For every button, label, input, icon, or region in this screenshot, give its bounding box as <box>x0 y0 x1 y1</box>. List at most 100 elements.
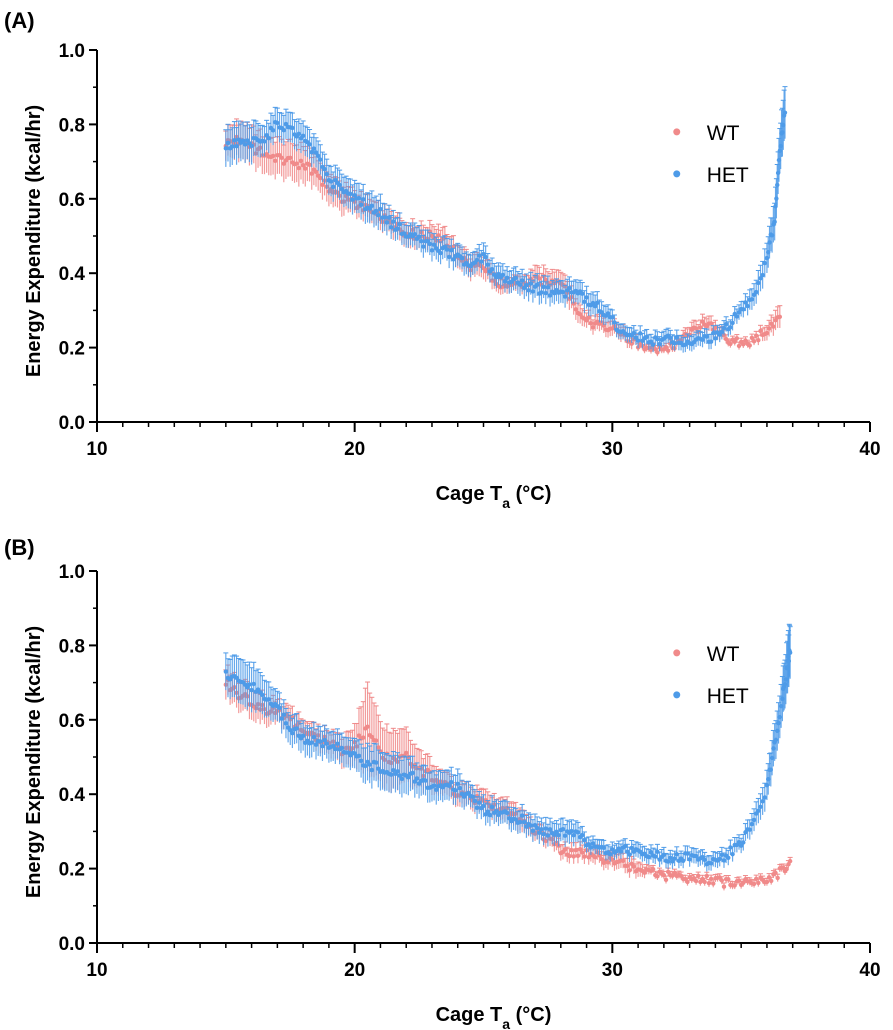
data-point <box>580 832 585 838</box>
data-point <box>738 843 744 848</box>
legend-label-het: HET <box>707 685 749 708</box>
data-point <box>309 149 314 155</box>
data-point <box>687 857 692 862</box>
data-point <box>607 852 613 857</box>
chart-panel-b: (B) 0.0 0.2 0.4 0.6 0.8 1.0 10 20 30 40 Cage Ta (°C… <box>4 535 881 1030</box>
series-het <box>223 623 793 872</box>
data-point <box>571 833 576 838</box>
data-point <box>560 826 566 832</box>
data-point <box>524 282 529 288</box>
data-point <box>318 157 323 162</box>
data-point <box>537 276 542 281</box>
data-point <box>646 854 652 860</box>
legend-label-wt: WT <box>707 643 740 666</box>
legend-marker-het <box>673 170 681 178</box>
data-point <box>322 166 327 172</box>
y-tick-label: 0.6 <box>59 711 85 732</box>
data-point <box>401 231 407 236</box>
data-point <box>592 303 598 309</box>
data-point <box>629 845 634 851</box>
data-point <box>526 288 531 293</box>
x-tick-label: 40 <box>859 960 880 981</box>
data-point <box>657 341 662 347</box>
data-point <box>569 828 574 834</box>
data-point <box>547 827 553 832</box>
x-tick-label: 10 <box>86 439 107 460</box>
data-point <box>296 131 302 137</box>
data-point <box>590 841 596 846</box>
data-point <box>580 850 585 855</box>
data-point <box>655 336 660 342</box>
data-point <box>772 219 777 225</box>
data-point <box>571 301 576 306</box>
data-point <box>479 259 484 264</box>
data-point <box>728 325 733 330</box>
data-point <box>500 272 506 278</box>
data-point <box>592 854 598 860</box>
data-point <box>601 845 606 851</box>
series-het <box>223 86 788 353</box>
data-point <box>530 289 536 294</box>
data-point <box>668 335 673 340</box>
data-point <box>711 881 716 886</box>
data-point <box>391 219 396 224</box>
x-axis-title: Cage Ta (°C) <box>436 483 552 511</box>
data-point <box>745 303 750 309</box>
data-point <box>693 326 699 331</box>
legend-label-het: HET <box>707 164 749 187</box>
data-point <box>494 808 499 814</box>
data-point <box>298 158 304 164</box>
data-point <box>562 847 568 852</box>
data-point <box>728 845 733 850</box>
data-point <box>367 762 372 767</box>
data-point <box>588 321 594 326</box>
data-point <box>605 311 611 316</box>
data-point <box>623 843 628 849</box>
data-point <box>260 692 265 698</box>
data-point <box>741 840 746 845</box>
data-point <box>736 343 742 349</box>
data-point <box>275 120 280 126</box>
data-point <box>650 866 656 872</box>
data-point <box>273 158 278 164</box>
data-point <box>388 772 394 777</box>
data-point <box>577 312 583 317</box>
y-tick-label: 1.0 <box>59 41 85 62</box>
data-point <box>266 697 271 702</box>
data-point <box>449 779 454 785</box>
data-point <box>719 852 725 858</box>
data-point <box>601 323 606 328</box>
data-point <box>307 162 312 168</box>
data-point <box>451 257 456 262</box>
data-point <box>339 745 344 751</box>
data-point <box>414 776 420 781</box>
data-point <box>279 716 284 721</box>
data-point <box>747 827 752 832</box>
data-point <box>406 775 411 780</box>
data-point <box>350 197 355 202</box>
data-point <box>358 758 364 764</box>
data-point <box>534 282 540 288</box>
x-tick-label: 10 <box>86 960 107 981</box>
x-tick-label: 40 <box>859 439 880 460</box>
data-point <box>309 740 314 745</box>
data-point <box>320 743 325 749</box>
data-point <box>696 873 701 879</box>
data-point <box>369 203 375 208</box>
data-point <box>483 254 488 260</box>
data-point <box>631 330 637 336</box>
data-point <box>530 828 536 834</box>
data-point <box>496 271 501 277</box>
data-point <box>376 766 381 771</box>
data-point <box>736 878 742 883</box>
data-point <box>721 325 727 331</box>
data-point <box>290 125 295 131</box>
data-point <box>702 879 707 885</box>
data-point <box>610 847 615 852</box>
data-point <box>369 767 375 773</box>
data-point <box>648 850 654 855</box>
data-point <box>513 817 518 822</box>
data-point <box>782 110 788 115</box>
data-point <box>453 788 458 793</box>
